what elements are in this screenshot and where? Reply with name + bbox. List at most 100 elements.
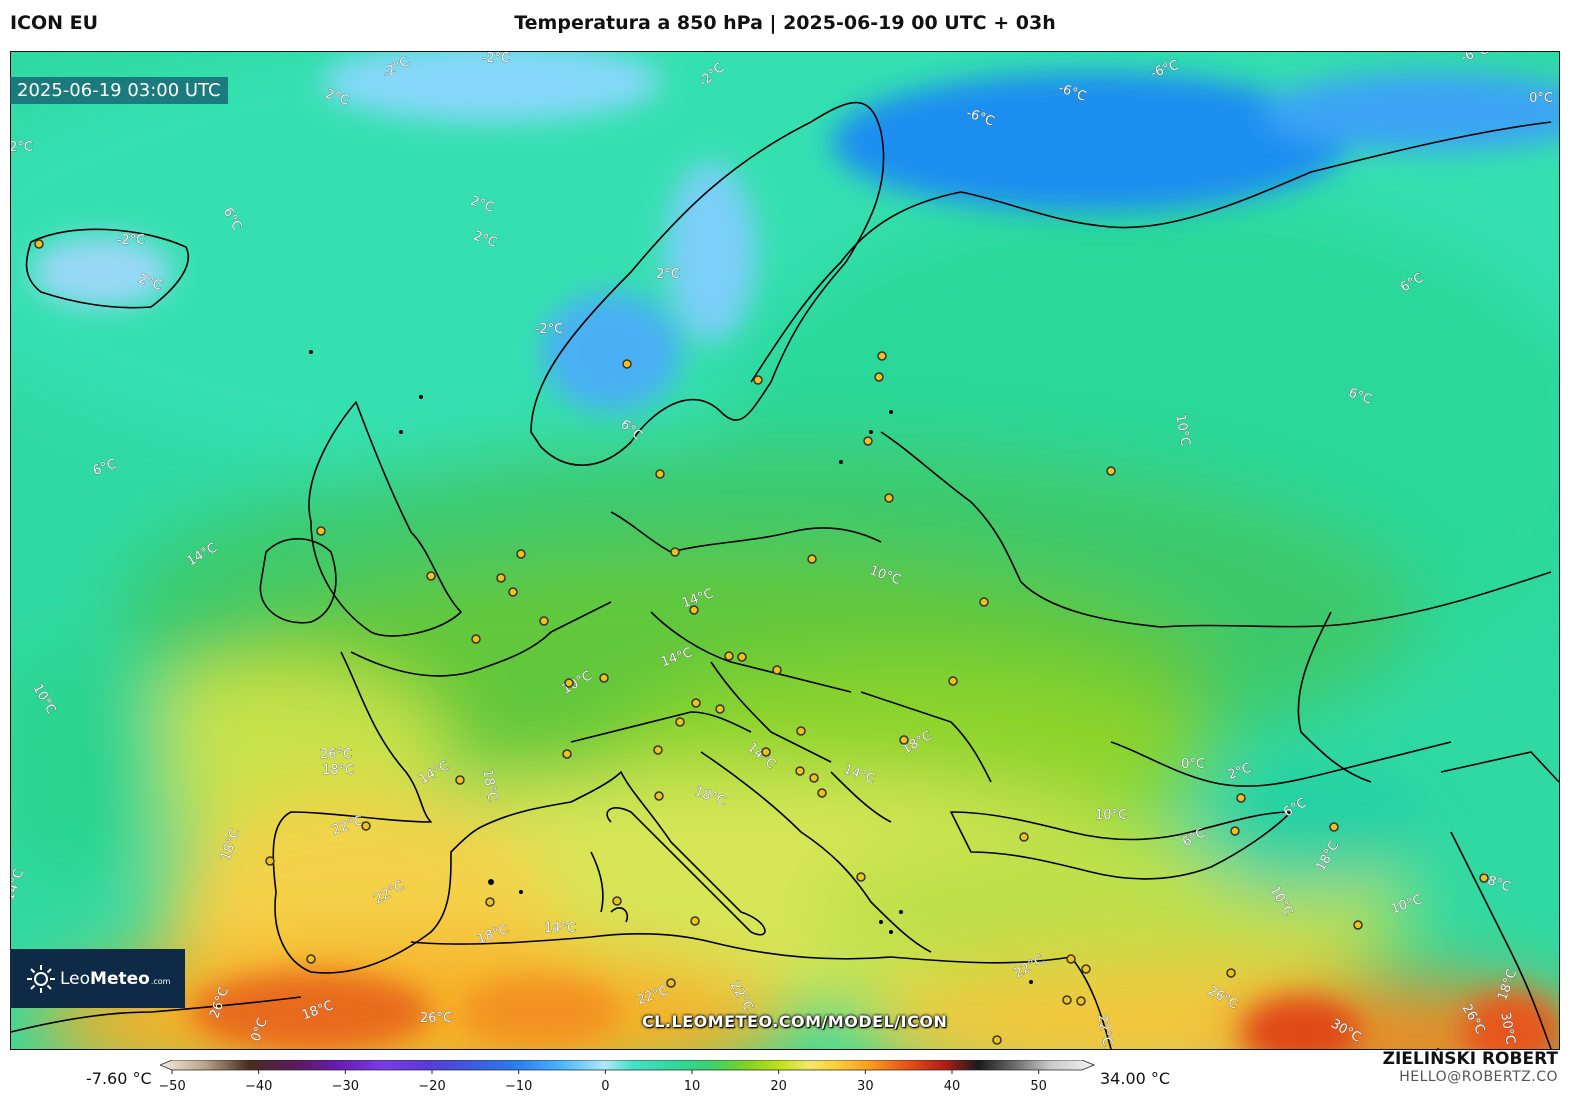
city-marker xyxy=(653,745,663,755)
city-marker xyxy=(1236,793,1246,803)
isotherm-label: -2°C xyxy=(482,52,511,66)
isotherm-label: 26°C xyxy=(320,747,352,762)
colorbar: −50 −40 −30 −20 −10 0 10 20 30 40 50 xyxy=(160,1060,1096,1094)
city-marker xyxy=(948,676,958,686)
colorbar-tick-label: 10 xyxy=(684,1079,701,1094)
isotherm-label: 18°C xyxy=(479,768,499,802)
city-marker xyxy=(877,351,887,361)
city-marker xyxy=(979,597,989,607)
colorbar-tick-label: −10 xyxy=(505,1079,532,1094)
temperature-field xyxy=(11,52,1559,1049)
city-marker xyxy=(817,788,827,798)
city-marker xyxy=(612,896,622,906)
city-marker xyxy=(496,573,506,583)
city-marker xyxy=(516,549,526,559)
isotherm-label: 22°C xyxy=(1094,1013,1114,1047)
city-marker xyxy=(753,375,763,385)
city-marker xyxy=(1226,968,1236,978)
city-marker xyxy=(884,493,894,503)
city-marker xyxy=(737,652,747,662)
city-marker xyxy=(564,678,574,688)
isotherm-label: 10°C xyxy=(1095,808,1127,823)
city-marker xyxy=(654,791,664,801)
city-marker xyxy=(772,665,782,675)
city-marker xyxy=(675,717,685,727)
city-marker xyxy=(856,872,866,882)
city-marker xyxy=(1081,964,1091,974)
isotherm-label: 18°C xyxy=(322,763,354,778)
map-title: Temperatura a 850 hPa | 2025-06-19 00 UT… xyxy=(514,12,1056,34)
city-marker xyxy=(690,916,700,926)
logo-text: LeoMeteo.com xyxy=(60,968,171,989)
city-marker xyxy=(761,747,771,757)
isotherm-label: 2°C xyxy=(11,140,33,155)
colorbar-tick-label: 40 xyxy=(944,1079,961,1094)
colorbar-tick-label: −50 xyxy=(160,1079,186,1094)
city-marker xyxy=(655,469,665,479)
model-name: ICON EU xyxy=(10,12,99,34)
sun-icon xyxy=(27,964,55,993)
city-marker xyxy=(508,587,518,597)
city-marker xyxy=(689,605,699,615)
city-marker xyxy=(306,954,316,964)
city-marker xyxy=(1329,822,1339,832)
city-marker xyxy=(599,673,609,683)
colorbar-ticks: −50 −40 −30 −20 −10 0 10 20 30 40 50 xyxy=(160,1070,1047,1094)
colorbar-max-label: 34.00 °C xyxy=(1100,1069,1171,1088)
city-marker xyxy=(316,526,326,536)
city-marker xyxy=(471,634,481,644)
isotherm-label: 0°C xyxy=(1529,91,1553,106)
city-marker xyxy=(863,436,873,446)
isotherm-label: -2°C xyxy=(117,233,146,248)
isotherm-label: 10°C xyxy=(1172,413,1192,447)
colorbar-tick-label: 50 xyxy=(1030,1079,1047,1094)
city-marker xyxy=(795,766,805,776)
city-marker xyxy=(992,1035,1002,1045)
islands xyxy=(309,350,1033,984)
colorbar-min-label: -7.60 °C xyxy=(86,1069,152,1088)
city-marker xyxy=(34,239,44,249)
city-marker xyxy=(715,704,725,714)
city-marker xyxy=(1019,832,1029,842)
colorbar-tick-label: −20 xyxy=(418,1079,445,1094)
city-marker xyxy=(666,978,676,988)
colorbar-tick-label: −30 xyxy=(332,1079,359,1094)
city-marker xyxy=(807,554,817,564)
city-marker xyxy=(562,749,572,759)
author-name: ZIELIŃSKI ROBERT xyxy=(1382,1049,1558,1069)
city-marker xyxy=(426,571,436,581)
city-marker xyxy=(670,547,680,557)
isotherm-label: 2°C xyxy=(656,267,680,282)
cold-areas xyxy=(31,52,1559,1049)
colorbar-gradient xyxy=(160,1060,1096,1071)
city-marker xyxy=(809,773,819,783)
city-marker xyxy=(1066,954,1076,964)
coastlines-and-borders xyxy=(11,101,1559,1049)
author-email: HELLO@ROBERTZ.CO xyxy=(1399,1069,1558,1085)
isotherm-label: 14°C xyxy=(544,921,576,936)
isotherm-label: 26°C xyxy=(420,1011,452,1026)
isotherm-label: 0°C xyxy=(1181,757,1205,772)
isotherm-label: -2°C xyxy=(535,322,564,337)
city-marker xyxy=(539,616,549,626)
city-marker xyxy=(622,359,632,369)
colorbar-tick-label: −40 xyxy=(245,1079,272,1094)
city-marker xyxy=(1353,920,1363,930)
city-marker xyxy=(455,775,465,785)
colorbar-tick-label: 30 xyxy=(857,1079,874,1094)
city-marker xyxy=(1479,873,1489,883)
city-marker xyxy=(361,821,371,831)
city-marker xyxy=(724,651,734,661)
city-marker xyxy=(796,726,806,736)
author-credit: ZIELIŃSKI ROBERT HELLO@ROBERTZ.CO xyxy=(1383,1049,1558,1085)
colorbar-tick-label: 0 xyxy=(601,1079,609,1094)
city-marker xyxy=(1076,996,1086,1006)
city-marker xyxy=(1230,826,1240,836)
city-marker xyxy=(874,372,884,382)
city-marker xyxy=(485,897,495,907)
city-marker xyxy=(899,735,909,745)
city-marker xyxy=(265,856,275,866)
city-marker xyxy=(691,698,701,708)
colorbar-tick-label: 20 xyxy=(770,1079,787,1094)
city-marker xyxy=(1062,995,1072,1005)
